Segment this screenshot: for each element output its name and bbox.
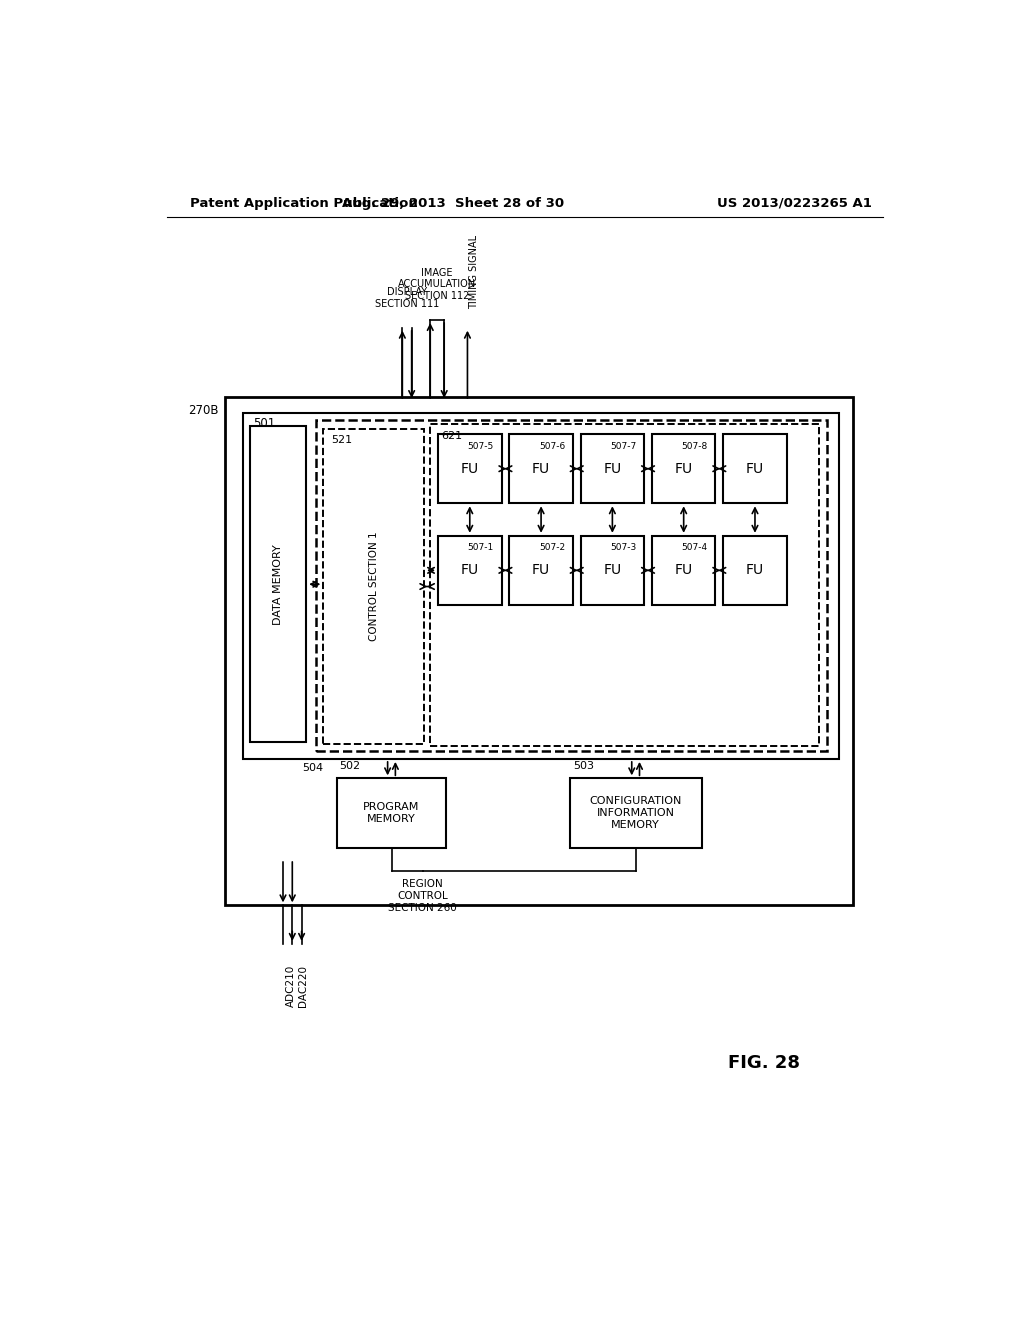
Text: DISPLAY
SECTION 111: DISPLAY SECTION 111 [375,286,439,309]
Text: Patent Application Publication: Patent Application Publication [190,197,418,210]
Bar [509,536,572,605]
Text: 507-7: 507-7 [610,442,636,450]
Text: PROGRAM
MEMORY: PROGRAM MEMORY [364,803,420,824]
Bar [509,434,572,503]
Text: FU: FU [603,564,622,577]
Bar [652,434,716,503]
Text: 507-2: 507-2 [539,544,565,552]
Text: 621: 621 [441,432,462,441]
Text: CONTROL SECTION 1: CONTROL SECTION 1 [369,532,379,642]
Bar [569,779,701,847]
Text: 270B: 270B [188,404,219,417]
Text: TIMING SIGNAL: TIMING SIGNAL [469,235,479,309]
Text: 507-8: 507-8 [681,442,708,450]
Text: FU: FU [675,462,693,475]
Bar [581,536,644,605]
Text: 507-1: 507-1 [468,544,494,552]
Bar [438,434,502,503]
Text: FU: FU [745,564,764,577]
Text: FU: FU [461,564,479,577]
Bar [324,429,424,743]
Text: FU: FU [603,462,622,475]
Text: 502: 502 [339,760,359,771]
Text: 507-5: 507-5 [468,442,494,450]
Text: US 2013/0223265 A1: US 2013/0223265 A1 [717,197,871,210]
Text: ADC210: ADC210 [286,965,296,1007]
Bar [337,779,445,847]
Bar [251,426,306,742]
Bar [225,397,853,906]
Text: 521: 521 [331,436,352,445]
Text: FU: FU [532,564,550,577]
Text: FU: FU [461,462,479,475]
Bar [723,434,786,503]
Bar [723,536,786,605]
Text: REGION
CONTROL
SECTION 260: REGION CONTROL SECTION 260 [388,879,457,912]
Text: FU: FU [532,462,550,475]
Text: FIG. 28: FIG. 28 [727,1055,800,1072]
Text: 501: 501 [254,417,275,430]
Text: DAC220: DAC220 [298,965,308,1007]
Text: Aug. 29, 2013  Sheet 28 of 30: Aug. 29, 2013 Sheet 28 of 30 [342,197,564,210]
Bar [315,420,827,751]
Text: 507-4: 507-4 [682,544,708,552]
Text: 507-6: 507-6 [539,442,565,450]
Text: CONFIGURATION
INFORMATION
MEMORY: CONFIGURATION INFORMATION MEMORY [590,796,682,829]
Text: IMAGE
ACCUMULATION
SECTION 112: IMAGE ACCUMULATION SECTION 112 [398,268,476,301]
Text: 504: 504 [302,763,324,774]
Text: FU: FU [745,462,764,475]
Bar [243,412,840,759]
Bar [438,536,502,605]
Text: 507-3: 507-3 [610,544,636,552]
Text: FU: FU [675,564,693,577]
Text: DATA MEMORY: DATA MEMORY [273,544,284,624]
Text: 503: 503 [573,760,595,771]
Bar [652,536,716,605]
Bar [430,424,819,746]
Bar [581,434,644,503]
